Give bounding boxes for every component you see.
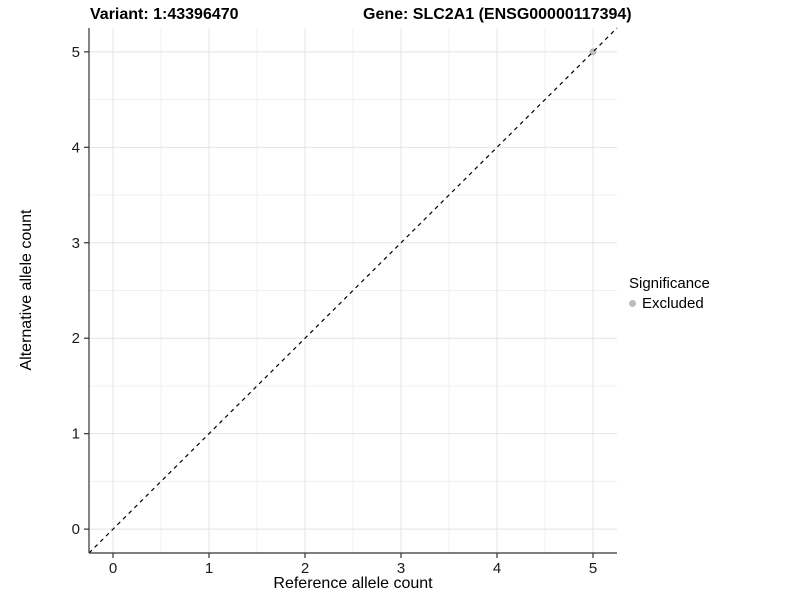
- x-tick-label: 4: [493, 560, 501, 577]
- legend-title: Significance: [629, 275, 710, 292]
- y-axis-title: Alternative allele count: [18, 209, 35, 371]
- y-tick-label: 4: [72, 139, 80, 156]
- y-tick-label: 1: [72, 426, 80, 443]
- x-tick-label: 2: [301, 560, 309, 577]
- y-tick-label: 2: [72, 330, 80, 347]
- x-tick-label: 5: [589, 560, 597, 577]
- chart-title-gene: Gene: SLC2A1 (ENSG00000117394): [363, 6, 632, 23]
- x-tick-label: 1: [205, 560, 213, 577]
- y-tick-label: 0: [72, 521, 80, 538]
- legend-item-excluded: Excluded: [629, 295, 710, 312]
- y-tick-label: 5: [72, 44, 80, 61]
- excluded-point-icon: [629, 300, 636, 307]
- chart-title-variant: Variant: 1:43396470: [90, 6, 239, 23]
- legend: Significance Excluded: [629, 275, 710, 312]
- x-axis-title: Reference allele count: [273, 575, 433, 592]
- x-tick-label: 3: [397, 560, 405, 577]
- legend-item-label: Excluded: [642, 295, 704, 312]
- y-tick-label: 3: [72, 235, 80, 252]
- x-tick-label: 0: [109, 560, 117, 577]
